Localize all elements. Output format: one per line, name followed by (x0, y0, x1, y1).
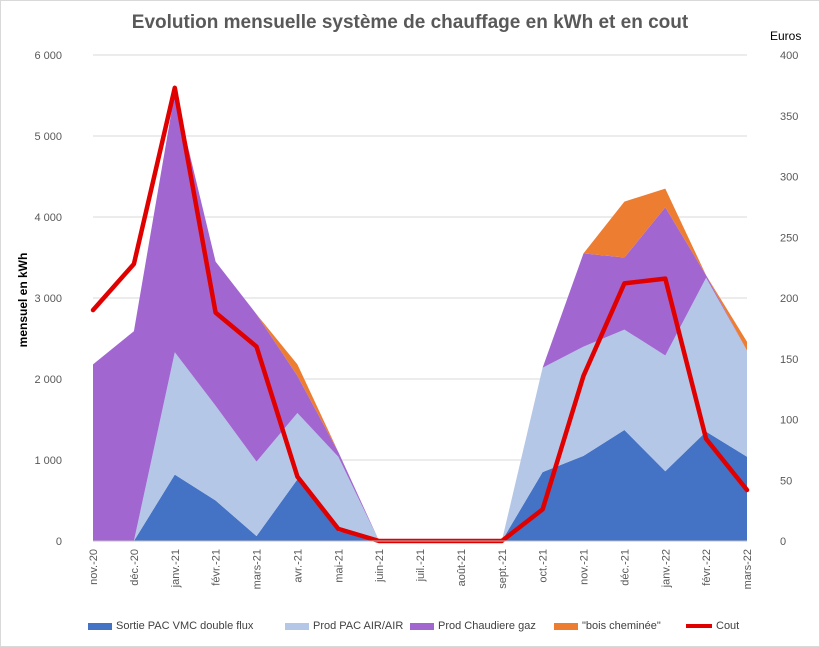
y2-tick-label: 350 (780, 111, 798, 123)
axes: 0 1 000 2 000 3 000 4 000 5 000 6 000 0 50 100 150… (34, 50, 798, 589)
legend-item-prod-pac-air: Prod PAC AIR/AIR (285, 620, 403, 632)
y2-tick-label: 250 (780, 232, 798, 244)
y-tick-label: 0 (56, 536, 62, 548)
plot-area: 0 1 000 2 000 3 000 4 000 5 000 6 000 0 50 100 150… (34, 50, 798, 589)
x-tick-label: avr.-21 (292, 549, 304, 583)
legend: Sortie PAC VMC double flux Prod PAC AIR/… (0, 620, 820, 638)
y2-tick-label: 300 (780, 172, 798, 184)
legend-label: "bois cheminée" (582, 620, 661, 632)
legend-label: Sortie PAC VMC double flux (116, 620, 254, 632)
chart-title: Evolution mensuelle système de chauffage… (131, 12, 689, 33)
x-tick-label: août-21 (456, 549, 468, 586)
legend-item-chaudiere-gaz: Prod Chaudiere gaz (410, 620, 536, 632)
legend-swatch (285, 622, 309, 630)
y2-tick-label: 400 (780, 50, 798, 62)
x-tick-label: sept.-21 (497, 549, 509, 589)
y2-tick-label: 0 (780, 536, 786, 548)
legend-swatch (88, 622, 112, 630)
x-tick-label: oct.-21 (538, 549, 550, 583)
y2-tick-label: 50 (780, 475, 792, 487)
y2-tick-label: 200 (780, 293, 798, 305)
y-tick-label: 6 000 (34, 50, 62, 62)
x-tick-label: nov.-20 (88, 549, 100, 585)
y-tick-label: 1 000 (34, 455, 62, 467)
legend-item-sortie-pac: Sortie PAC VMC double flux (88, 620, 253, 632)
legend-label: Prod Chaudiere gaz (438, 620, 536, 632)
legend-line-swatch (686, 624, 712, 628)
x-tick-label: nov.-21 (579, 549, 591, 585)
x-tick-label: févr.-22 (701, 549, 713, 586)
legend-swatch (410, 622, 434, 630)
x-tick-label: févr.-21 (211, 549, 223, 586)
x-tick-label: janv.-22 (660, 549, 672, 588)
x-tick-label: mars-21 (252, 549, 264, 589)
y2-tick-label: 100 (780, 415, 798, 427)
x-tick-label: déc.-20 (129, 549, 141, 586)
y-tick-label: 4 000 (34, 212, 62, 224)
area-sortie-pac-vmc-double-flux (93, 430, 747, 541)
legend-label: Prod PAC AIR/AIR (313, 620, 404, 632)
y-tick-label: 5 000 (34, 131, 62, 143)
y-tick-label: 2 000 (34, 374, 62, 386)
x-tick-label: déc.-21 (619, 549, 631, 586)
y2-tick-label: 150 (780, 354, 798, 366)
area-prod-chaudiere-gaz (93, 92, 747, 542)
x-tick-label: janv.-21 (170, 549, 182, 588)
area-prod-pac-air-air (93, 277, 747, 541)
x-tick-label: mai-21 (333, 549, 345, 583)
x-tick-label: juil.-21 (415, 549, 427, 582)
legend-item-bois-cheminee: "bois cheminée" (554, 620, 661, 632)
legend-item-cout: Cout (686, 620, 739, 632)
legend-swatch (554, 622, 578, 630)
x-tick-label: juin-21 (374, 549, 386, 583)
legend-label: Cout (716, 620, 740, 632)
x-tick-label: mars-22 (742, 549, 754, 589)
y-tick-label: 3 000 (34, 293, 62, 305)
area-series (93, 92, 747, 542)
right-axis-label: Euros (770, 29, 802, 43)
